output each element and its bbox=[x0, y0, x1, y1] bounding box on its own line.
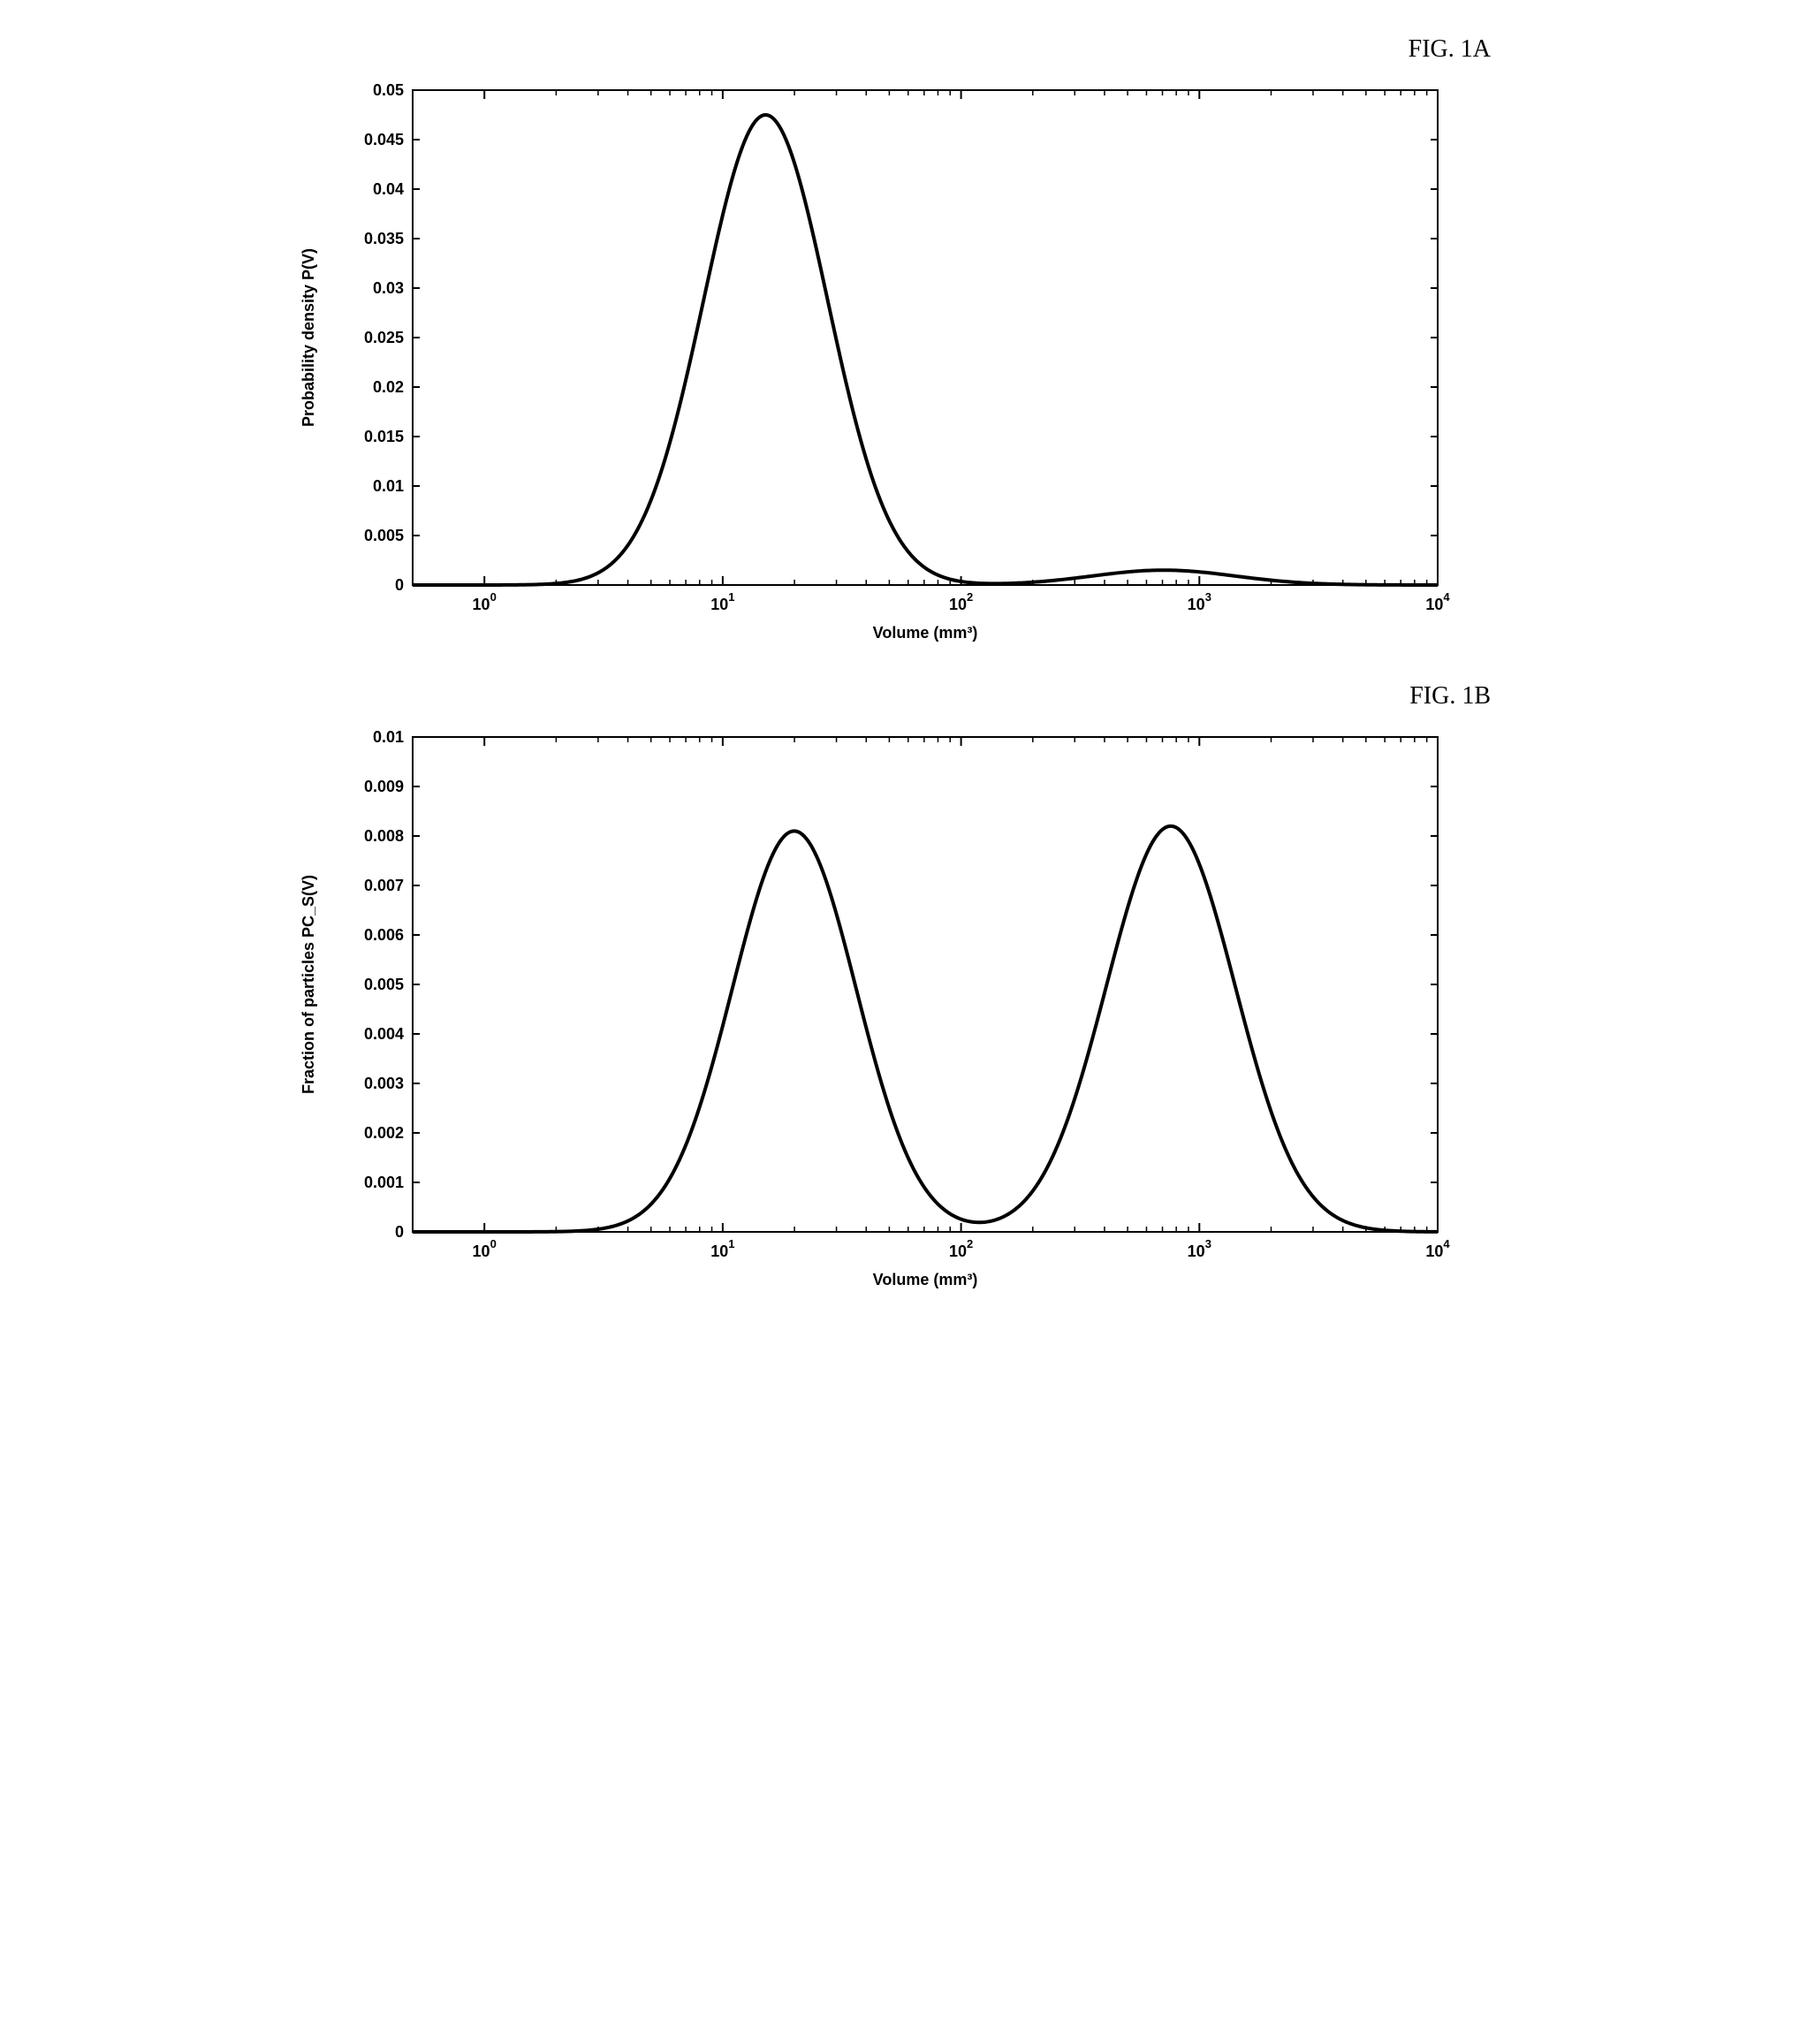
svg-text:0.005: 0.005 bbox=[364, 976, 404, 993]
svg-text:0.05: 0.05 bbox=[373, 81, 404, 99]
chart-b: 0 0.001 0.002 0.003 0.004 0.005 0.006 0.007 0.00… bbox=[289, 719, 1464, 1303]
svg-text:0.001: 0.001 bbox=[364, 1174, 404, 1191]
svg-text:0.003: 0.003 bbox=[364, 1075, 404, 1092]
svg-text:Volume (mm³): Volume (mm³) bbox=[873, 624, 978, 642]
svg-text:0.005: 0.005 bbox=[364, 527, 404, 544]
svg-text:0.015: 0.015 bbox=[364, 428, 404, 445]
svg-text:100: 100 bbox=[473, 1237, 497, 1260]
svg-text:0.009: 0.009 bbox=[364, 778, 404, 795]
svg-text:100: 100 bbox=[473, 590, 497, 613]
svg-text:103: 103 bbox=[1188, 1237, 1211, 1260]
svg-text:0.01: 0.01 bbox=[373, 728, 404, 746]
svg-text:0: 0 bbox=[395, 576, 404, 594]
svg-text:0: 0 bbox=[395, 1223, 404, 1241]
svg-text:0.04: 0.04 bbox=[373, 180, 404, 198]
figure-b-label: FIG. 1B bbox=[289, 682, 1526, 710]
svg-text:0.006: 0.006 bbox=[364, 926, 404, 944]
svg-text:0.004: 0.004 bbox=[364, 1025, 404, 1043]
svg-text:Probability density P(V): Probability density P(V) bbox=[300, 248, 317, 427]
svg-text:104: 104 bbox=[1425, 1237, 1450, 1260]
svg-text:102: 102 bbox=[949, 1237, 973, 1260]
svg-text:102: 102 bbox=[949, 590, 973, 613]
svg-text:103: 103 bbox=[1188, 590, 1211, 613]
svg-text:Volume (mm³): Volume (mm³) bbox=[873, 1271, 978, 1288]
svg-text:Fraction of particles PC_S(V): Fraction of particles PC_S(V) bbox=[300, 875, 317, 1094]
figure-container: FIG. 1A 0 0.005 0.01 0.015 0.02 0.025 0.03 0.03… bbox=[289, 35, 1526, 1303]
svg-text:0.03: 0.03 bbox=[373, 279, 404, 297]
chart-b-wrap: 0 0.001 0.002 0.003 0.004 0.005 0.006 0.007 0.00… bbox=[289, 719, 1526, 1303]
svg-text:0.007: 0.007 bbox=[364, 877, 404, 894]
svg-text:0.008: 0.008 bbox=[364, 827, 404, 845]
svg-text:0.035: 0.035 bbox=[364, 230, 404, 247]
svg-text:0.02: 0.02 bbox=[373, 378, 404, 396]
figure-a-label: FIG. 1A bbox=[289, 35, 1526, 64]
svg-text:101: 101 bbox=[710, 1237, 734, 1260]
svg-text:0.01: 0.01 bbox=[373, 477, 404, 495]
svg-text:0.025: 0.025 bbox=[364, 329, 404, 346]
chart-a: 0 0.005 0.01 0.015 0.02 0.025 0.03 0.035 0.04 0.0… bbox=[289, 72, 1464, 656]
svg-text:101: 101 bbox=[710, 590, 734, 613]
svg-text:0.045: 0.045 bbox=[364, 131, 404, 148]
svg-text:104: 104 bbox=[1425, 590, 1450, 613]
svg-text:0.002: 0.002 bbox=[364, 1124, 404, 1142]
chart-a-wrap: 0 0.005 0.01 0.015 0.02 0.025 0.03 0.035 0.04 0.0… bbox=[289, 72, 1526, 656]
